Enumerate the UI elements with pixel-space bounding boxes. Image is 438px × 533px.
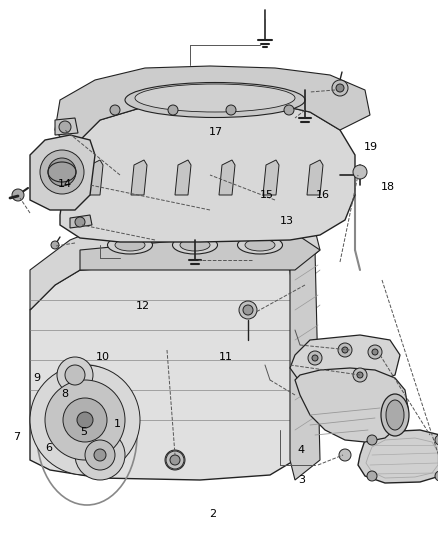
- Polygon shape: [358, 430, 438, 483]
- Text: 2: 2: [209, 510, 216, 519]
- Text: 12: 12: [136, 302, 150, 311]
- Polygon shape: [175, 160, 191, 195]
- Circle shape: [435, 471, 438, 481]
- Circle shape: [368, 345, 382, 359]
- Polygon shape: [30, 258, 295, 480]
- Text: 11: 11: [219, 352, 233, 362]
- Text: 17: 17: [209, 127, 223, 137]
- Polygon shape: [290, 335, 400, 388]
- Polygon shape: [70, 215, 92, 228]
- Text: 1: 1: [113, 419, 120, 429]
- Text: 15: 15: [260, 190, 274, 199]
- Polygon shape: [30, 135, 95, 210]
- Polygon shape: [290, 250, 320, 480]
- Circle shape: [367, 471, 377, 481]
- Circle shape: [94, 449, 106, 461]
- Polygon shape: [219, 160, 235, 195]
- Circle shape: [165, 450, 185, 470]
- Circle shape: [336, 84, 344, 92]
- Ellipse shape: [245, 239, 275, 251]
- Circle shape: [45, 380, 125, 460]
- Text: 3: 3: [298, 475, 305, 484]
- Circle shape: [332, 80, 348, 96]
- Circle shape: [239, 301, 257, 319]
- Text: 4: 4: [298, 446, 305, 455]
- Ellipse shape: [107, 236, 152, 254]
- Text: 8: 8: [61, 390, 68, 399]
- Circle shape: [342, 347, 348, 353]
- Circle shape: [85, 440, 115, 470]
- Polygon shape: [55, 118, 78, 135]
- Circle shape: [372, 349, 378, 355]
- Polygon shape: [307, 160, 323, 195]
- Circle shape: [30, 365, 140, 475]
- Text: 19: 19: [364, 142, 378, 151]
- Circle shape: [168, 105, 178, 115]
- Text: 18: 18: [381, 182, 395, 191]
- Circle shape: [40, 150, 84, 194]
- Ellipse shape: [173, 236, 218, 254]
- Polygon shape: [80, 230, 320, 270]
- Circle shape: [226, 105, 236, 115]
- Circle shape: [51, 241, 59, 249]
- Circle shape: [77, 412, 93, 428]
- Text: 7: 7: [13, 432, 20, 442]
- Text: 14: 14: [58, 179, 72, 189]
- Polygon shape: [60, 100, 355, 242]
- Circle shape: [308, 351, 322, 365]
- Circle shape: [63, 398, 107, 442]
- Circle shape: [48, 158, 76, 186]
- Polygon shape: [131, 160, 147, 195]
- Circle shape: [12, 189, 24, 201]
- Text: 13: 13: [280, 216, 294, 226]
- Circle shape: [353, 165, 367, 179]
- Ellipse shape: [125, 83, 305, 117]
- Text: 10: 10: [95, 352, 110, 362]
- Ellipse shape: [386, 400, 404, 430]
- Polygon shape: [263, 160, 279, 195]
- Text: 9: 9: [33, 374, 40, 383]
- Ellipse shape: [115, 239, 145, 251]
- Circle shape: [110, 105, 120, 115]
- Circle shape: [243, 305, 253, 315]
- Text: 6: 6: [46, 443, 53, 453]
- Circle shape: [75, 217, 85, 227]
- Ellipse shape: [381, 394, 409, 436]
- Circle shape: [339, 449, 351, 461]
- Circle shape: [367, 435, 377, 445]
- Circle shape: [353, 368, 367, 382]
- Circle shape: [284, 105, 294, 115]
- Polygon shape: [55, 66, 370, 150]
- Circle shape: [312, 355, 318, 361]
- Ellipse shape: [237, 236, 283, 254]
- Circle shape: [338, 343, 352, 357]
- Circle shape: [65, 365, 85, 385]
- Circle shape: [75, 430, 125, 480]
- Circle shape: [357, 372, 363, 378]
- Circle shape: [170, 455, 180, 465]
- Polygon shape: [87, 160, 103, 195]
- Circle shape: [435, 435, 438, 445]
- Text: 5: 5: [81, 427, 88, 437]
- Polygon shape: [295, 368, 408, 442]
- Ellipse shape: [135, 84, 295, 112]
- Circle shape: [57, 357, 93, 393]
- Text: 16: 16: [315, 190, 329, 199]
- Circle shape: [59, 121, 71, 133]
- Ellipse shape: [180, 239, 210, 251]
- Polygon shape: [30, 215, 320, 310]
